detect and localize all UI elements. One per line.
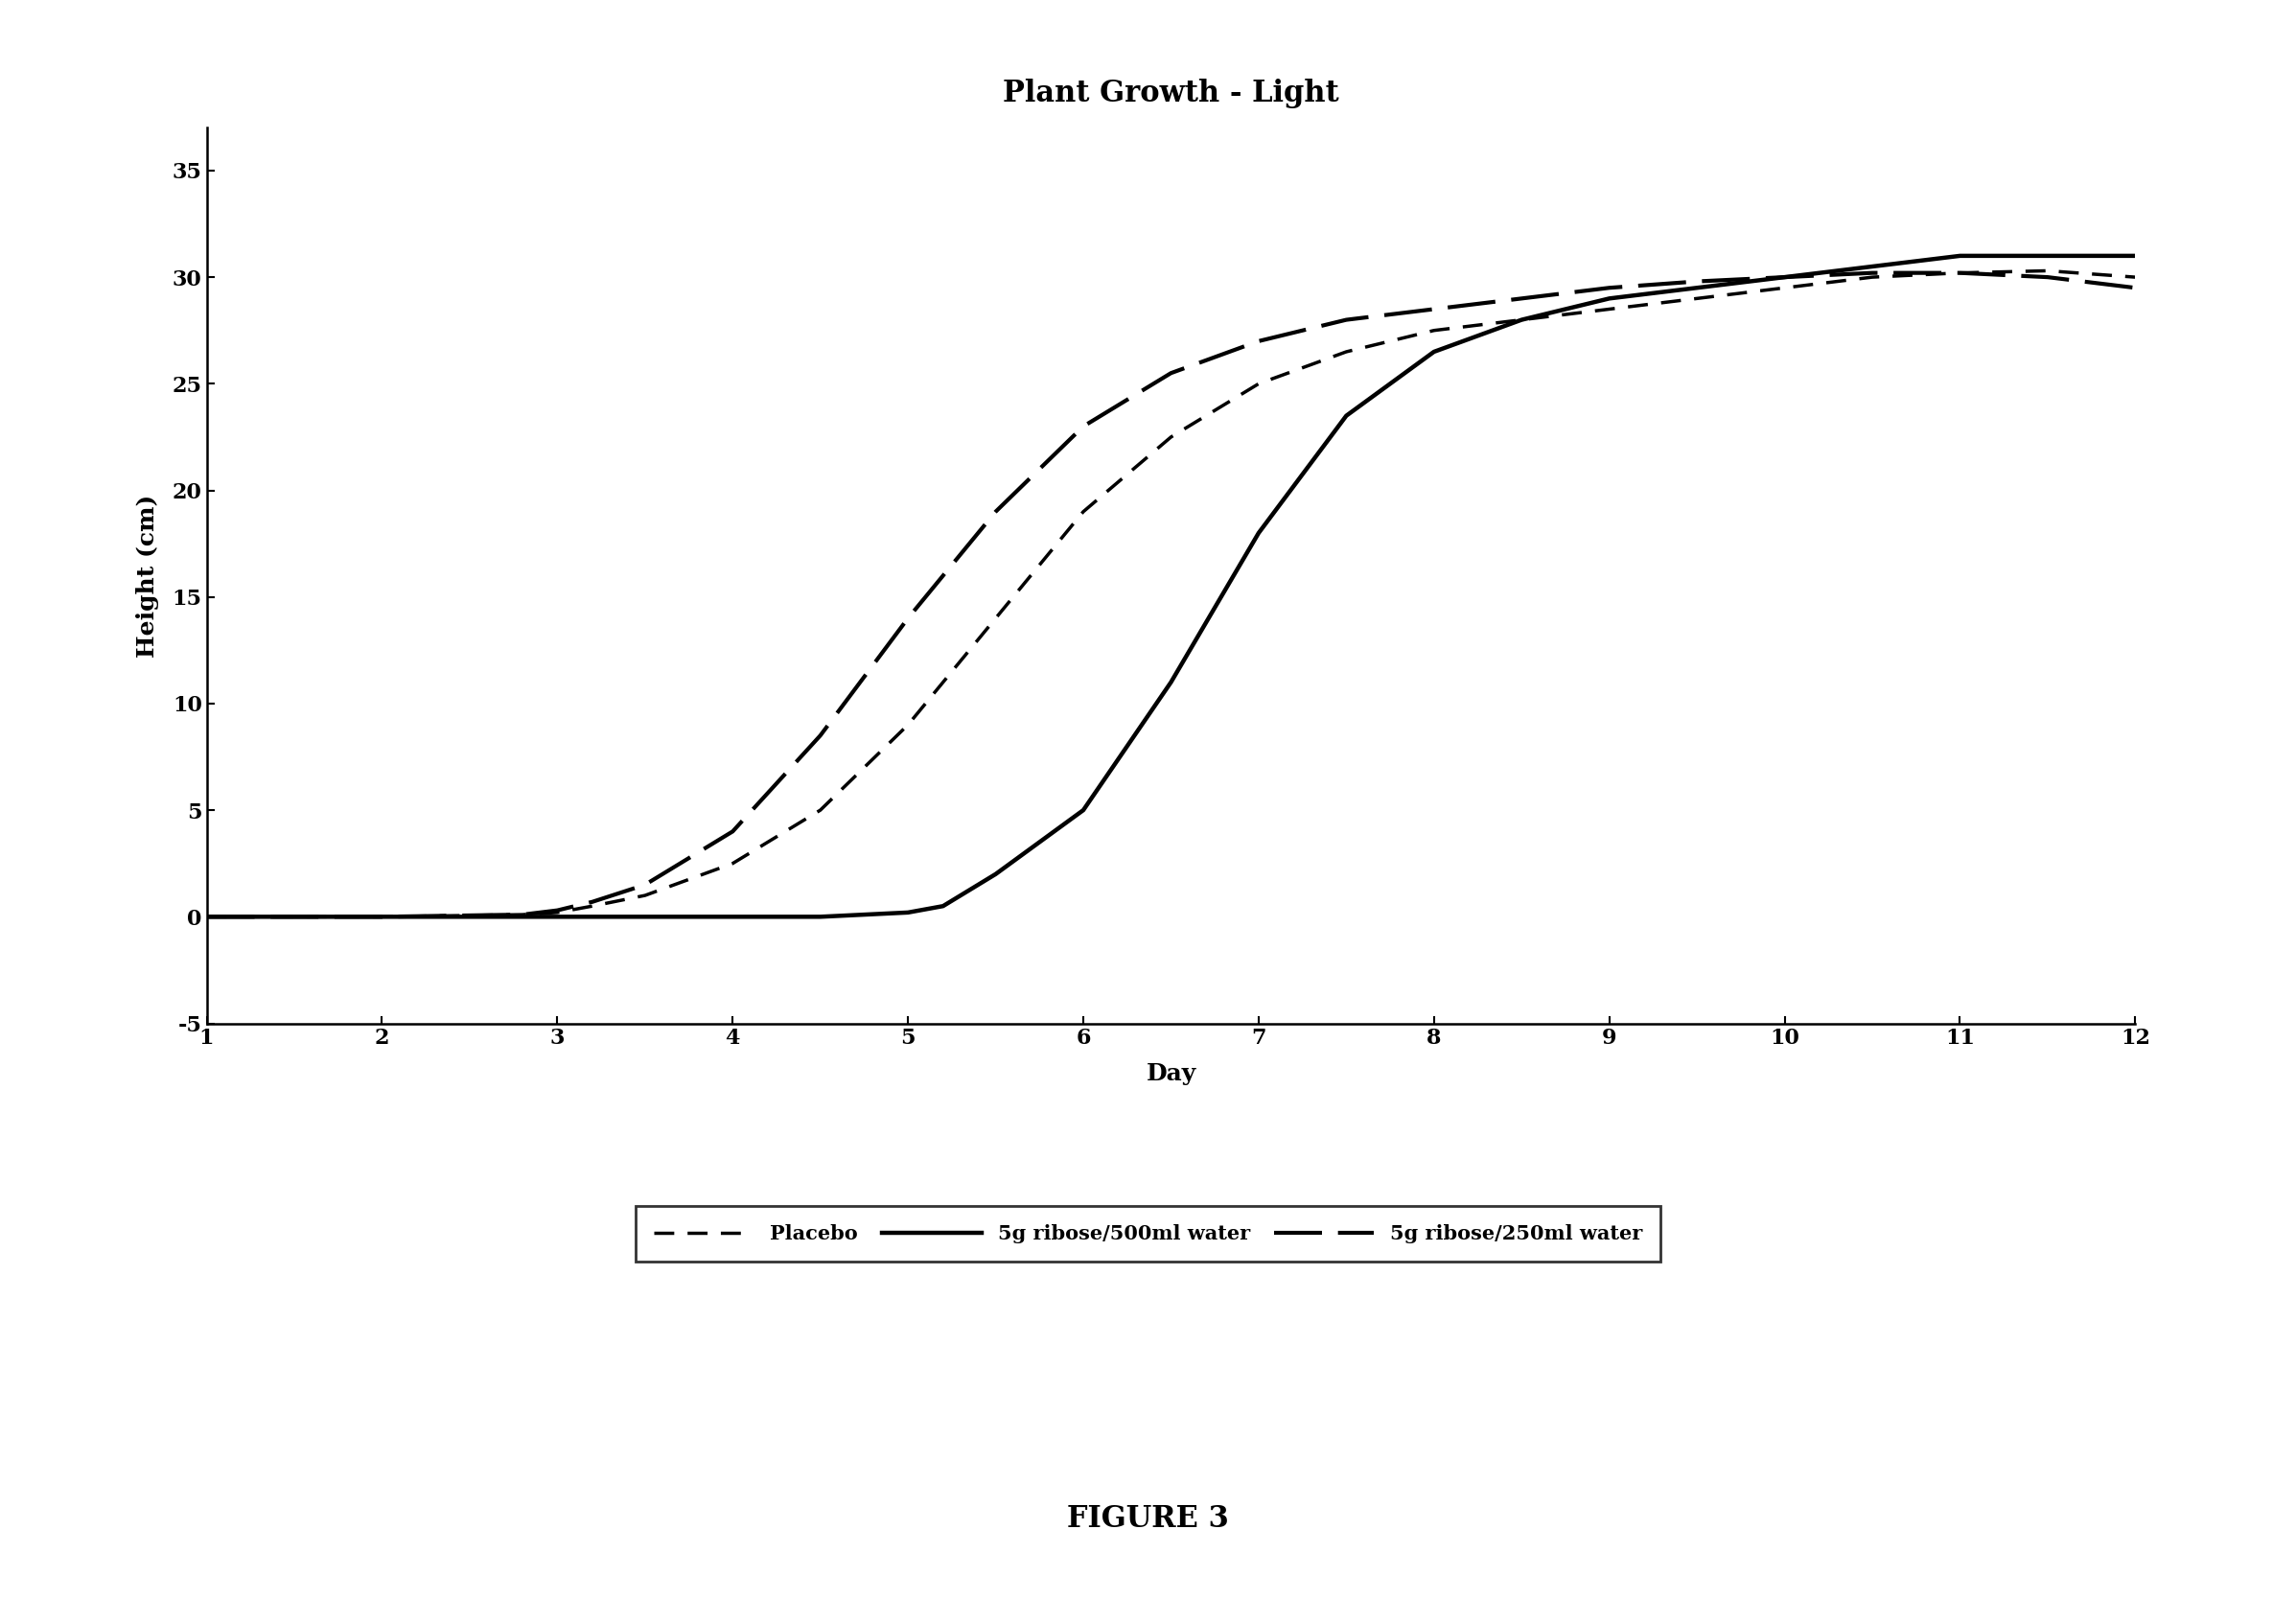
5g ribose/500ml water <box>631 907 659 926</box>
5g ribose/250ml water <box>1770 267 1798 286</box>
5g ribose/250ml water <box>544 900 572 919</box>
5g ribose/500ml water <box>2122 246 2149 265</box>
5g ribose/500ml water <box>1244 523 1272 542</box>
5g ribose/500ml water <box>1770 267 1798 286</box>
5g ribose/250ml water <box>1157 363 1185 382</box>
X-axis label: Day: Day <box>1146 1062 1196 1086</box>
5g ribose/250ml water <box>1508 289 1536 309</box>
5g ribose/500ml water <box>1683 278 1711 297</box>
Placebo <box>2034 261 2062 280</box>
5g ribose/250ml water <box>893 609 921 628</box>
5g ribose/500ml water <box>367 907 395 926</box>
5g ribose/250ml water <box>1332 310 1359 329</box>
5g ribose/500ml water <box>930 897 957 916</box>
Placebo <box>1332 342 1359 361</box>
Placebo <box>1596 299 1623 318</box>
5g ribose/250ml water <box>1070 417 1097 437</box>
5g ribose/500ml water <box>983 865 1010 884</box>
Legend: Placebo, 5g ribose/500ml water, 5g ribose/250ml water: Placebo, 5g ribose/500ml water, 5g ribos… <box>636 1206 1660 1262</box>
Line: Placebo: Placebo <box>207 270 2135 916</box>
5g ribose/250ml water <box>1947 264 1975 283</box>
Placebo <box>631 886 659 905</box>
Placebo <box>1421 321 1449 341</box>
5g ribose/500ml water <box>1947 246 1975 265</box>
5g ribose/500ml water <box>1421 342 1449 361</box>
5g ribose/250ml water <box>1683 272 1711 291</box>
Y-axis label: Height (cm): Height (cm) <box>135 494 158 657</box>
Placebo <box>1070 502 1097 521</box>
5g ribose/500ml water <box>719 907 746 926</box>
5g ribose/500ml water <box>544 907 572 926</box>
5g ribose/250ml water <box>367 907 395 926</box>
5g ribose/250ml water <box>2034 267 2062 286</box>
5g ribose/250ml water <box>507 905 535 924</box>
Placebo <box>1947 264 1975 283</box>
5g ribose/500ml water <box>1857 257 1885 277</box>
Placebo <box>719 854 746 873</box>
Text: FIGURE 3: FIGURE 3 <box>1068 1505 1228 1533</box>
Placebo <box>544 903 572 923</box>
5g ribose/500ml water <box>1332 406 1359 425</box>
5g ribose/250ml water <box>193 907 220 926</box>
Placebo <box>983 609 1010 628</box>
5g ribose/250ml water <box>806 726 833 745</box>
5g ribose/250ml water <box>631 875 659 894</box>
5g ribose/250ml water <box>719 822 746 841</box>
5g ribose/250ml water <box>2122 278 2149 297</box>
Placebo <box>367 907 395 926</box>
Placebo <box>1857 267 1885 286</box>
5g ribose/250ml water <box>579 892 606 911</box>
Placebo <box>579 897 606 916</box>
Placebo <box>1157 427 1185 446</box>
Placebo <box>193 907 220 926</box>
Placebo <box>1244 374 1272 393</box>
5g ribose/500ml water <box>1596 289 1623 309</box>
Placebo <box>893 715 921 734</box>
5g ribose/250ml water <box>1857 264 1885 283</box>
Placebo <box>1770 278 1798 297</box>
Placebo <box>1683 289 1711 309</box>
Placebo <box>2122 267 2149 286</box>
5g ribose/500ml water <box>893 903 921 923</box>
5g ribose/500ml water <box>1508 310 1536 329</box>
Placebo <box>806 801 833 820</box>
5g ribose/500ml water <box>806 907 833 926</box>
Placebo <box>1508 310 1536 329</box>
Line: 5g ribose/250ml water: 5g ribose/250ml water <box>207 273 2135 916</box>
5g ribose/500ml water <box>2034 246 2062 265</box>
5g ribose/500ml water <box>1070 801 1097 820</box>
Title: Plant Growth - Light: Plant Growth - Light <box>1003 78 1339 109</box>
5g ribose/250ml water <box>1421 299 1449 318</box>
5g ribose/250ml water <box>1596 278 1623 297</box>
5g ribose/250ml water <box>983 502 1010 521</box>
5g ribose/250ml water <box>1244 331 1272 350</box>
Line: 5g ribose/500ml water: 5g ribose/500ml water <box>207 256 2135 916</box>
5g ribose/500ml water <box>193 907 220 926</box>
Placebo <box>507 905 535 924</box>
5g ribose/500ml water <box>1157 673 1185 692</box>
